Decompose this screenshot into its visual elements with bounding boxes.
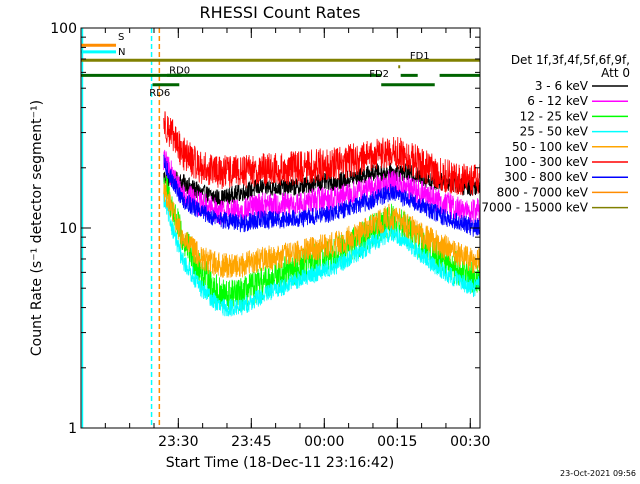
legend-label-7000-15000-kev: 7000 - 15000 keV xyxy=(481,201,588,215)
flag-label-rd0: RD0 xyxy=(169,65,190,76)
x-tick-label: 00:30 xyxy=(450,434,490,450)
series-line-300-800-kev xyxy=(163,154,480,237)
x-axis: 23:30 23:45 00:00 00:15 00:30 xyxy=(104,28,490,450)
series-line-100-300-kev xyxy=(163,111,480,196)
flag-bars xyxy=(81,43,480,87)
flag-labels: SN FD1 FD2 RD0 RD6 xyxy=(118,32,430,99)
legend-label-12-25-kev: 12 - 25 keV xyxy=(520,109,589,123)
flag-label-s: S xyxy=(118,32,124,43)
x-tick-label: 00:15 xyxy=(377,434,417,450)
legend-label-3-6-kev: 3 - 6 keV xyxy=(535,79,589,93)
legend-label-800-7000-kev: 800 - 7000 keV xyxy=(497,185,589,199)
chart-title: RHESSI Count Rates xyxy=(200,3,361,22)
flag-label-fd1: FD1 xyxy=(410,51,430,62)
series-line-25-50-kev xyxy=(163,192,480,317)
y-axis: 1 10 100 xyxy=(50,21,480,437)
timestamp: 23-Oct-2021 09:56 xyxy=(560,469,636,478)
y-tick-label: 10 xyxy=(59,221,77,237)
legend-label-300-800-kev: 300 - 800 keV xyxy=(504,170,588,184)
series-line-50-100-kev xyxy=(163,180,480,278)
legend-header-line: Att 0 xyxy=(601,66,630,80)
legend-label-6-12-kev: 6 - 12 keV xyxy=(527,94,589,108)
flag-label-n: N xyxy=(118,47,125,58)
y-axis-label: Count Rate (s⁻¹ detector segment⁻¹) xyxy=(29,100,45,356)
x-axis-label: Start Time (18-Dec-11 23:16:42) xyxy=(166,455,394,471)
x-tick-label: 23:45 xyxy=(231,434,271,450)
x-tick-label: 00:00 xyxy=(304,434,344,450)
legend-label-50-100-kev: 50 - 100 keV xyxy=(512,140,589,154)
y-tick-label: 100 xyxy=(50,21,77,37)
y-tick-label: 1 xyxy=(68,421,77,437)
data-series xyxy=(163,111,480,317)
legend-label-100-300-kev: 100 - 300 keV xyxy=(504,155,588,169)
x-tick-label: 23:30 xyxy=(158,434,198,450)
flag-label-rd6: RD6 xyxy=(149,88,170,99)
legend-label-25-50-kev: 25 - 50 keV xyxy=(520,125,589,139)
legend-header-line: Det 1f,3f,4f,5f,6f,9f, xyxy=(511,53,630,67)
flag-label-fd2: FD2 xyxy=(369,69,389,80)
